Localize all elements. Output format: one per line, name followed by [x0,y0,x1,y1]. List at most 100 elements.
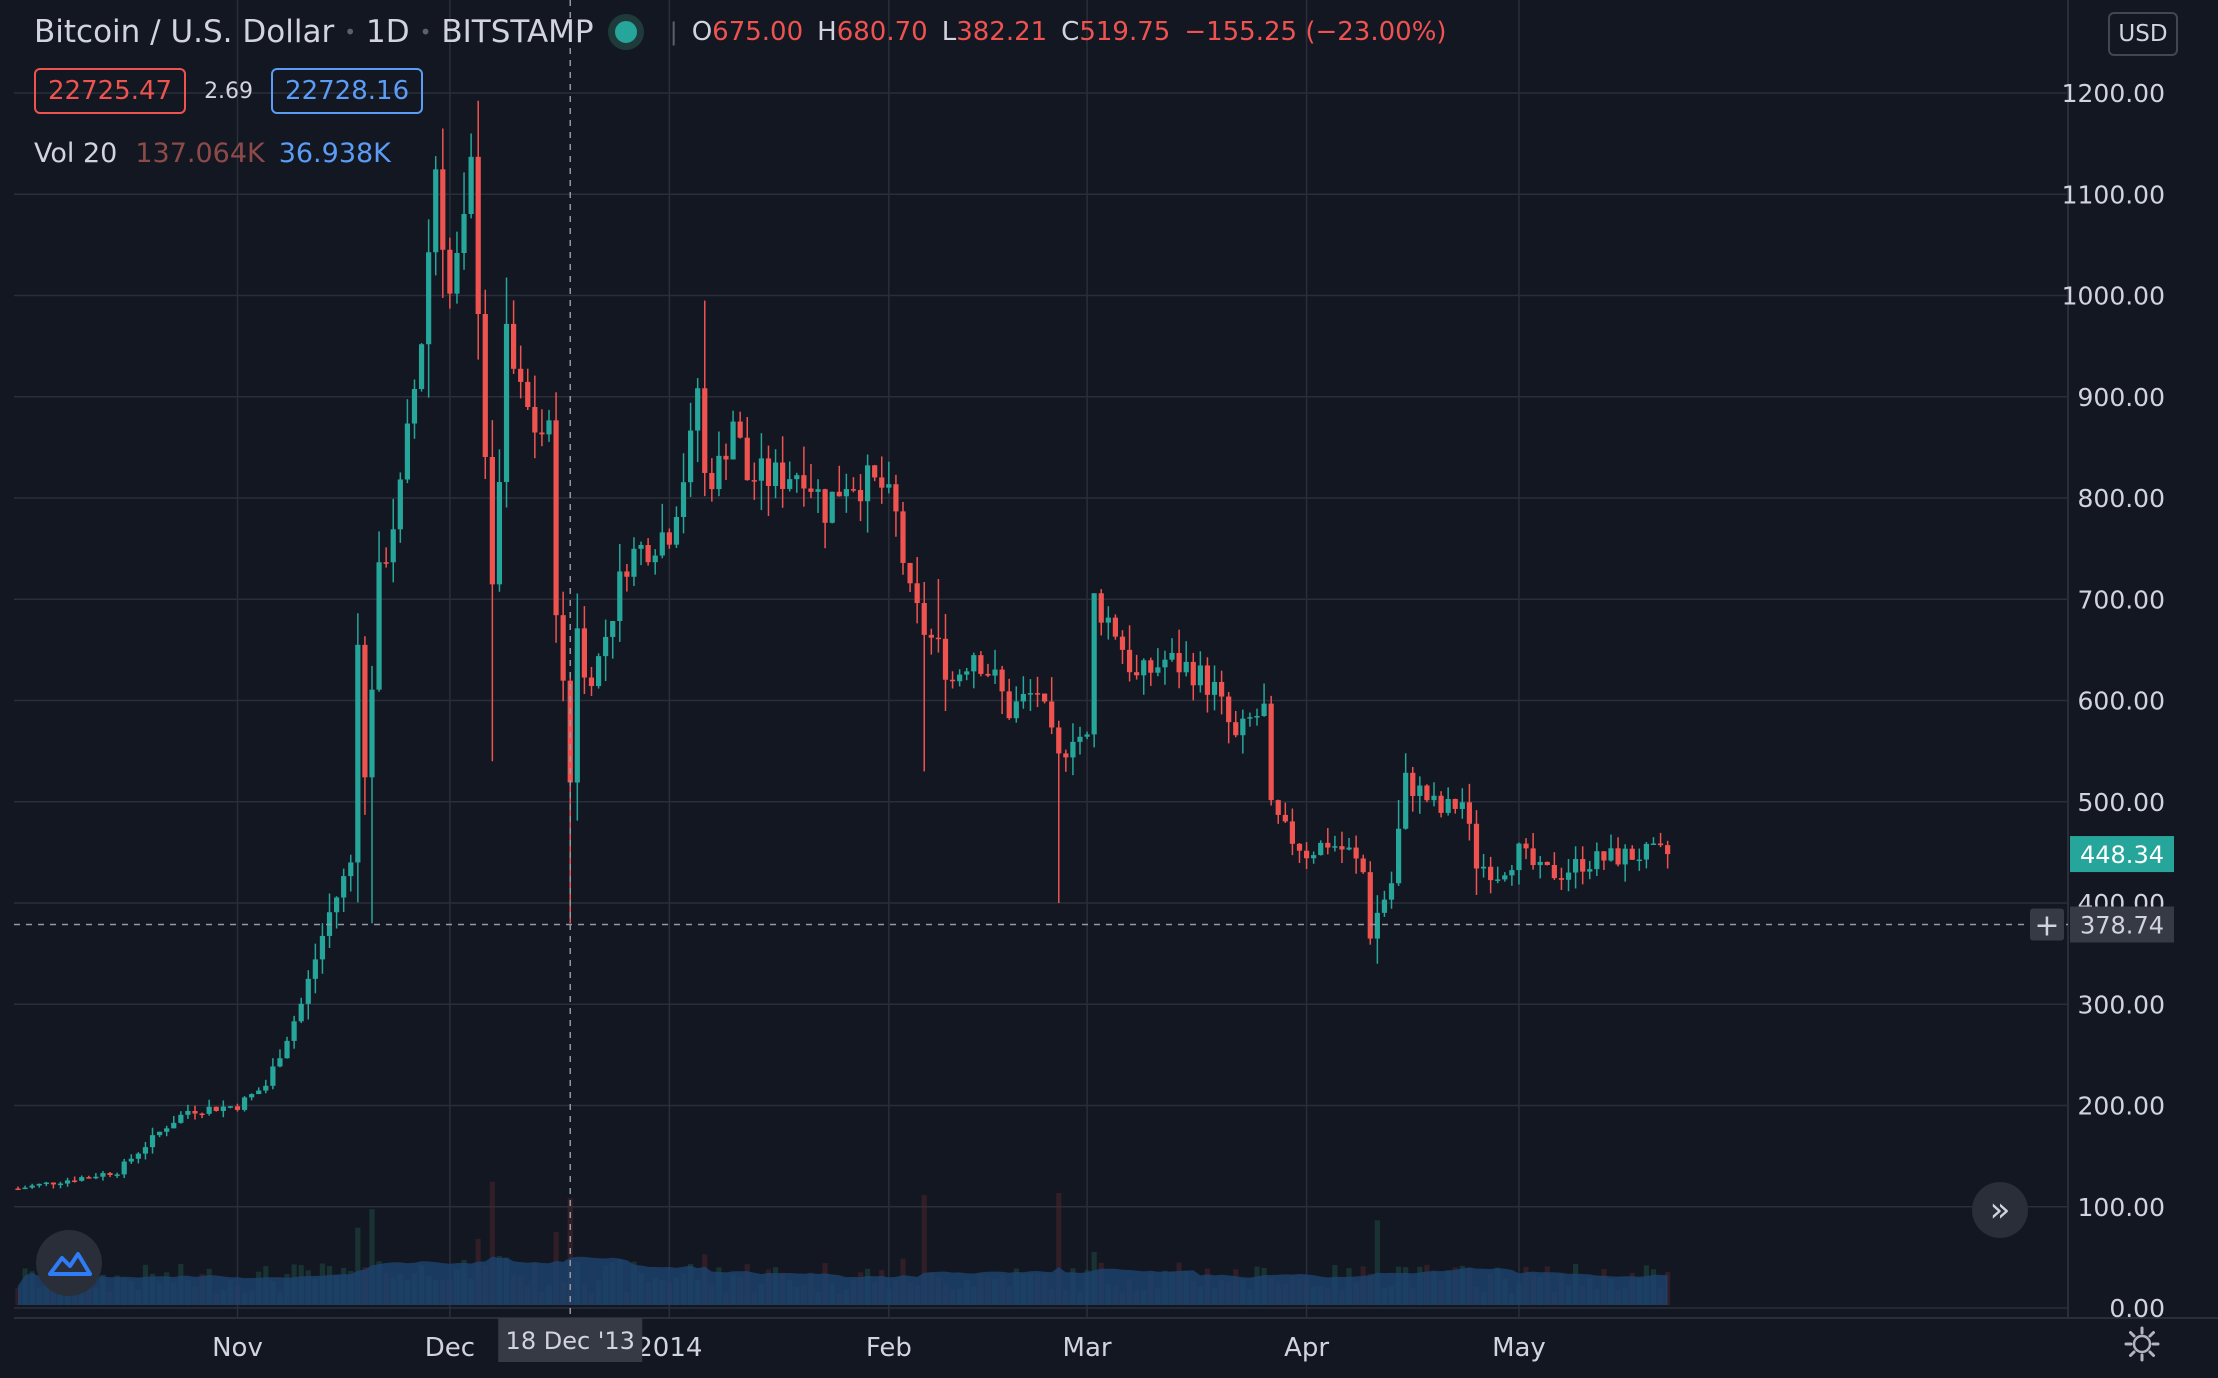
candle-body [872,465,878,478]
candle-body [256,1090,262,1095]
candle-body [1311,855,1317,859]
candle-body [334,897,340,913]
candle-body [114,1174,120,1176]
candle-body [935,637,941,640]
candle-body [1452,798,1458,809]
candle-body [893,484,899,512]
candle-body [794,475,800,480]
candle-body [1034,693,1041,695]
crosshair-date-label: 18 Dec '13 [506,1327,635,1355]
price-tick-label: 500.00 [2078,788,2165,817]
candle-body [723,455,729,460]
candle-body [928,634,934,638]
volume-legend[interactable]: Vol 20 137.064K 36.938K [34,138,391,169]
crosshair-plus-icon: + [2034,909,2059,944]
candle-body [1204,665,1211,695]
candle-body [836,491,842,497]
candle-body [1049,701,1055,728]
crosshair-date-box [498,1318,643,1362]
candle-body [843,489,849,497]
candle-body [171,1122,177,1129]
gear-icon[interactable] [2124,1326,2160,1362]
tradingview-logo[interactable] [36,1230,102,1296]
candle-body [1502,875,1508,880]
candle-body [369,689,375,778]
candle-body [1183,661,1189,673]
open-label: O [691,17,713,47]
candle-body [227,1106,233,1108]
scroll-to-realtime-button[interactable]: » [1972,1182,2028,1238]
candle-body [1247,717,1253,719]
candle-body [128,1158,134,1162]
candle-body [1657,843,1664,846]
candle-body [1396,828,1402,884]
cloud-logo-icon [48,1252,92,1276]
price-tick-label: 600.00 [2078,687,2165,716]
candle-body [652,555,658,563]
time-axis[interactable]: Nov Dec 2014 Feb Mar Apr May [212,1333,1546,1363]
candle-body [921,603,927,635]
candle-body [560,615,566,681]
candle-body [964,671,970,675]
candle-body [178,1114,184,1123]
low-label: L [941,17,957,47]
candle-body [489,457,495,585]
candle-body [341,876,347,898]
price-tick-label: 1200.00 [2062,79,2165,108]
candle-body [1141,660,1147,676]
candle-body [135,1153,141,1159]
candle-body [603,636,609,657]
candle-body [1042,693,1048,702]
candle-body [376,562,382,690]
candle-body [404,423,410,480]
candle-body [1374,912,1380,939]
candle-body [1233,722,1239,736]
bid-ask-row: 22725.47 2.69 22728.16 [34,68,424,114]
candle-body [1006,691,1012,719]
candle-body [1303,850,1310,859]
candle-body [468,156,474,214]
volume-bar [921,1195,927,1305]
candle-body [496,482,503,585]
candle-body [567,680,573,783]
candle-body [1608,848,1614,861]
candle-body [886,484,892,488]
time-tick-label: Apr [1284,1333,1329,1363]
candle-body [957,674,963,682]
candle-body [1360,858,1366,873]
candle-body [1473,823,1480,869]
sell-price-button[interactable]: 22725.47 [34,68,187,114]
last-price-marker: 448.34 [2070,836,2174,873]
candle-body [1020,694,1026,702]
crosshair-price-box [2070,906,2174,943]
volume-bar [1374,1220,1380,1305]
volume-ma-value: 36.938K [278,138,391,169]
candle-body [942,638,949,680]
candle-body [1403,772,1409,829]
price-tick-label: 0.00 [2109,1294,2165,1323]
buy-price-button[interactable]: 22728.16 [271,68,424,114]
candle-body [1261,703,1267,717]
candle-body [206,1106,212,1114]
candle-body [1169,652,1175,660]
candle-body [164,1128,170,1132]
candle-body [149,1135,156,1148]
candle-body [695,388,701,431]
symbol-title[interactable]: Bitcoin / U.S. Dollar [34,14,335,50]
crosshair-price-label: 378.74 [2080,912,2164,940]
candle-body [1509,870,1515,876]
candle-body [1112,617,1118,637]
interval-label[interactable]: 1D [366,14,410,50]
legend-separator: • [344,20,356,44]
candle-body [801,475,807,489]
legend-separator: • [419,20,432,44]
currency-button[interactable]: USD [2108,12,2178,56]
legend-symbol-row: Bitcoin / U.S. Dollar • 1D • BITSTAMP | … [34,14,1461,50]
price-tick-label: 700.00 [2078,585,2165,614]
candle-body [1615,848,1621,865]
price-tick-label: 900.00 [2078,383,2165,412]
candle-body [503,323,510,483]
volume-ma-area [18,1256,1668,1305]
candle-body [1268,703,1274,801]
